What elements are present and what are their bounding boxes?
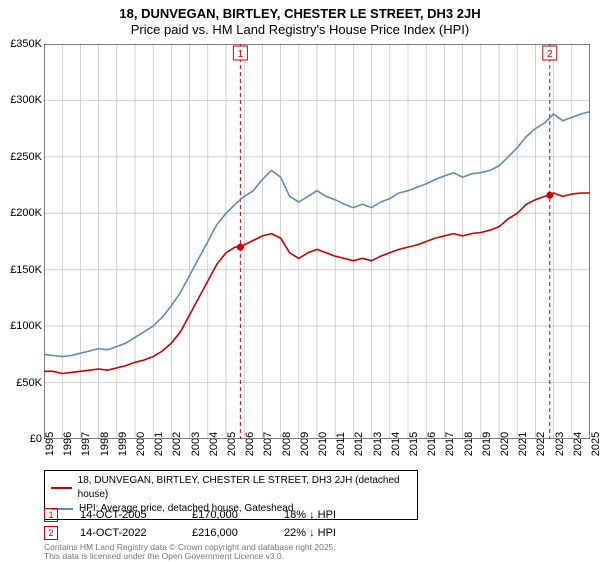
x-tick-label: 2024 <box>572 432 584 456</box>
x-tick-label: 1997 <box>80 432 92 456</box>
title-line-2: Price paid vs. HM Land Registry's House … <box>0 22 600 38</box>
legend-item-property: 18, DUNVEGAN, BIRTLEY, CHESTER LE STREET… <box>51 474 411 502</box>
x-tick-label: 2021 <box>517 432 529 456</box>
marker-row-2: 2 14-OCT-2022 £216,000 22% ↓ HPI <box>44 524 364 542</box>
marker-price-1: £170,000 <box>192 509 262 521</box>
x-tick-label: 2010 <box>317 432 329 456</box>
marker-table: 1 14-OCT-2005 £170,000 18% ↓ HPI 2 14-OC… <box>44 506 364 542</box>
x-tick-label: 2022 <box>535 432 547 456</box>
x-tick-label: 2025 <box>590 432 600 456</box>
x-tick-label: 2023 <box>554 432 566 456</box>
x-tick-label: 2018 <box>463 432 475 456</box>
marker-date-2: 14-OCT-2022 <box>80 527 170 539</box>
legend-label-property: 18, DUNVEGAN, BIRTLEY, CHESTER LE STREET… <box>78 474 411 502</box>
x-tick-label: 1998 <box>99 432 111 456</box>
x-tick-label: 2011 <box>335 432 347 456</box>
x-tick-label: 2013 <box>372 432 384 456</box>
x-tick-label: 2008 <box>281 432 293 456</box>
marker-box-1: 1 <box>44 508 58 522</box>
x-tick-label: 1996 <box>62 432 74 456</box>
x-tick-label: 2006 <box>244 432 256 456</box>
y-tick-label: £250K <box>0 151 42 163</box>
x-tick-label: 1995 <box>44 432 56 456</box>
x-tick-label: 2003 <box>190 432 202 456</box>
x-tick-label: 2001 <box>153 432 165 456</box>
x-tick-label: 2015 <box>408 432 420 456</box>
x-tick-label: 2000 <box>135 432 147 456</box>
x-tick-label: 2005 <box>226 432 238 456</box>
x-tick-label: 2004 <box>208 432 220 456</box>
y-tick-label: £350K <box>0 38 42 50</box>
y-tick-label: £200K <box>0 207 42 219</box>
y-tick-label: £300K <box>0 94 42 106</box>
svg-text:1: 1 <box>238 49 244 60</box>
y-tick-label: £50K <box>0 377 42 389</box>
x-tick-label: 2009 <box>299 432 311 456</box>
svg-text:2: 2 <box>547 49 553 60</box>
marker-price-2: £216,000 <box>192 527 262 539</box>
chart-title: 18, DUNVEGAN, BIRTLEY, CHESTER LE STREET… <box>0 0 600 39</box>
marker-row-1: 1 14-OCT-2005 £170,000 18% ↓ HPI <box>44 506 364 524</box>
marker-date-1: 14-OCT-2005 <box>80 509 170 521</box>
title-line-1: 18, DUNVEGAN, BIRTLEY, CHESTER LE STREET… <box>0 6 600 22</box>
y-tick-label: £150K <box>0 264 42 276</box>
y-tick-label: £0 <box>0 433 42 445</box>
line-chart-svg: 12 <box>44 44 590 439</box>
footer-line-2: This data is licensed under the Open Gov… <box>44 552 336 561</box>
x-tick-label: 2019 <box>481 432 493 456</box>
x-tick-label: 2007 <box>262 432 274 456</box>
y-tick-label: £100K <box>0 320 42 332</box>
x-tick-label: 2016 <box>426 432 438 456</box>
marker-diff-2: 22% ↓ HPI <box>284 527 364 539</box>
marker-diff-1: 18% ↓ HPI <box>284 509 364 521</box>
footer-attribution: Contains HM Land Registry data © Crown c… <box>44 543 336 562</box>
x-tick-label: 2012 <box>353 432 365 456</box>
x-tick-label: 1999 <box>117 432 129 456</box>
x-tick-label: 2020 <box>499 432 511 456</box>
x-tick-label: 2014 <box>390 432 402 456</box>
marker-box-2: 2 <box>44 526 58 540</box>
x-tick-label: 2002 <box>171 432 183 456</box>
legend-swatch-property <box>51 487 72 489</box>
x-tick-label: 2017 <box>444 432 456 456</box>
